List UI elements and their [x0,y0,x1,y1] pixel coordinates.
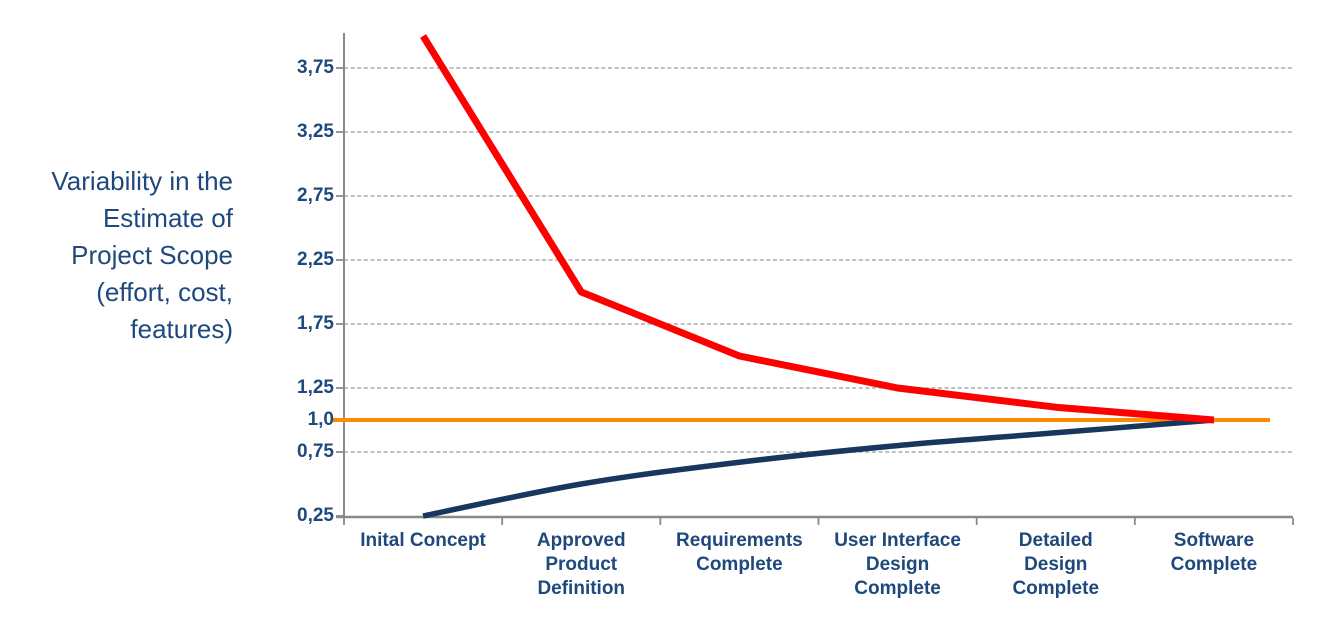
y-tick-label: 2,75 [297,185,334,206]
y-tick-label: 0,25 [297,505,334,526]
category-label: Approved Product Definition [536,530,626,599]
category-label: User Interface Design Complete [834,530,961,599]
y-tick-label: 3,25 [297,121,334,142]
series-upper-estimate-line [420,34,1215,424]
category-label: Requirements Complete [676,530,803,575]
category-label: Inital Concept [360,530,486,551]
series-lower-estimate-line [422,417,1215,519]
y-tick-label: 3,75 [297,57,334,78]
y-axis-description: Variability in the Estimate of Project S… [51,166,233,344]
y-tick-label: 1,0 [307,409,334,430]
y-tick-label: 0,75 [297,441,334,462]
y-tick-label: 2,25 [297,249,334,270]
y-tick-label: 1,75 [297,313,334,334]
y-tick-label: 1,25 [297,377,334,398]
category-label: Software Complete [1170,530,1258,575]
category-label: Detailed Design Complete [1012,530,1100,599]
